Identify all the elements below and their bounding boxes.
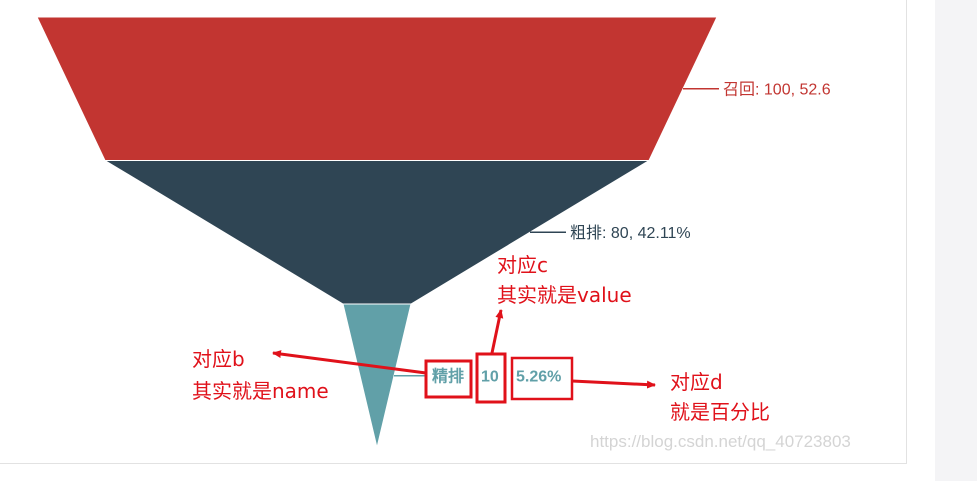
highlight-box-name [424, 359, 473, 399]
funnel-label-fine-ranking-name: 精排 [432, 366, 464, 385]
highlight-box-value [475, 352, 507, 404]
funnel-label-fine-ranking-value: 10 [481, 368, 499, 385]
arrow-to-note-b [272, 350, 427, 375]
arrow-to-note-d [571, 379, 656, 389]
funnel-label-recall: 召回: 100, 52.6 [723, 81, 831, 98]
page-sidebar-strip [935, 0, 977, 481]
annotation-c-title: 对应c [497, 253, 548, 277]
annotation-b-text: 其实就是name [192, 379, 329, 403]
funnel-label-coarse-ranking: 粗排: 80, 42.11% [570, 224, 691, 242]
arrow-to-note-c [490, 309, 504, 354]
annotation-b-title: 对应b [192, 347, 245, 371]
watermark: https://blog.csdn.net/qq_40723803 [590, 432, 851, 451]
content-right-border [906, 0, 907, 464]
funnel-segment-recall[interactable] [36, 16, 718, 161]
funnel-label-fine-ranking-percent: 5.26% [516, 368, 561, 385]
annotation-d-title: 对应d [670, 370, 723, 394]
content-bottom-border [0, 463, 906, 464]
annotation-c-text: 其实就是value [497, 283, 632, 307]
highlight-box-percent [510, 356, 574, 401]
annotation-d-text: 就是百分比 [670, 400, 770, 424]
